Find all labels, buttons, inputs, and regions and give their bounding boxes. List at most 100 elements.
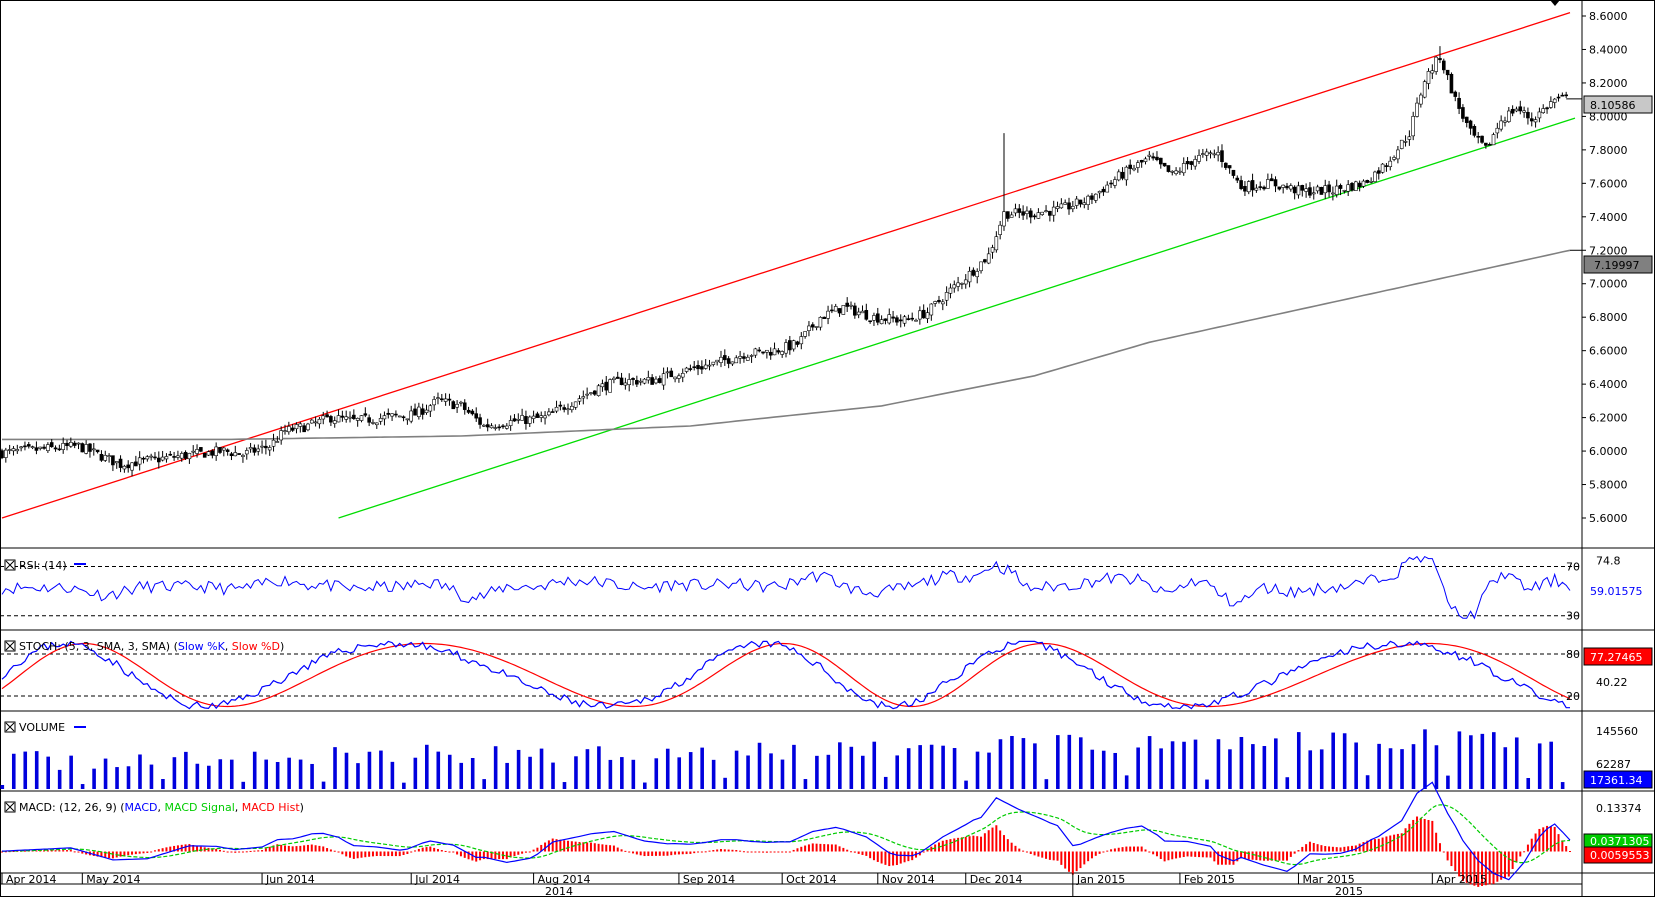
candle-body [1472,126,1477,136]
macd-hist-bar [479,851,482,861]
macd-hist-bar [1293,851,1296,854]
candle [524,410,528,430]
macd-hist-bar [697,851,700,853]
volume-bar [642,782,647,789]
candle [187,452,192,464]
candle-body [367,417,371,423]
candle-body [1269,178,1274,182]
candle-body [1346,184,1350,192]
candle-body [1120,171,1125,179]
candle [1369,177,1373,184]
candle [440,393,444,402]
price-tick-label: 7.0000 [1589,278,1628,291]
candle [1174,167,1178,176]
candle-body [157,457,161,463]
candle [864,303,869,321]
macd-hist-bar [723,849,726,852]
macd-hist-bar [375,851,378,857]
macd-hist-bar [838,846,841,852]
volume-bar [665,748,670,789]
candle-body [1189,161,1194,165]
candle [451,400,456,410]
candle [527,415,532,428]
candle-body [134,461,138,467]
macd-hist-bar [39,850,42,852]
volume-bar [1216,739,1221,789]
candle [562,404,566,413]
candle-body [600,383,605,388]
candle [1254,184,1259,193]
candle [1067,197,1071,215]
macd-hist-bar [261,850,264,852]
candle [1155,151,1159,162]
macd-hist-bar [593,843,596,852]
candle [853,302,857,319]
candle-body [929,303,934,316]
macd-hist-bar [547,840,550,852]
volume-bar [1319,749,1324,789]
macd-hist-bar [999,830,1002,852]
candle [1430,64,1435,80]
macd-hist-bar [819,843,822,852]
rsi-panel [0,555,1582,620]
candle [260,440,264,454]
macd-hist-bar [739,850,742,852]
candle [1549,96,1553,109]
candle [967,266,972,288]
macd-hist-bar [1025,851,1028,853]
candle [826,305,830,325]
candle [1491,132,1496,146]
candle-body [11,448,16,452]
macd-hist-bar [1358,843,1361,852]
candle [1273,176,1278,193]
macd-hist-bar [517,851,520,855]
candle [1143,156,1148,165]
macd-signal-label: MACD Signal [165,801,235,814]
candle-body [1040,211,1045,215]
candle [1009,211,1014,218]
macd-hist-bar [762,851,765,853]
volume-bar [1285,777,1290,789]
volume-bar [264,759,268,789]
candle [512,414,517,422]
volume-bar [574,756,578,789]
macd-hist-bar [1102,851,1105,853]
candle [329,414,333,427]
candle [1503,116,1507,127]
candle-body [501,425,505,428]
candle [114,461,119,469]
macd-hist-bar [987,830,990,852]
macd-hist-bar [1274,851,1277,861]
scroll-arrow-icon[interactable] [1550,0,1560,6]
macd-hist-bar [43,850,46,852]
macd-hist-bar [394,851,397,857]
candle [646,370,651,384]
volume-bar [1331,732,1335,789]
candle [1281,184,1285,194]
candle-body [570,405,574,411]
candle-body [309,419,314,424]
candle [76,442,81,450]
candle-body [512,418,517,422]
candle-body [1063,202,1067,205]
candle [72,440,77,449]
candle [1292,185,1297,200]
candle-body [80,443,85,453]
candle [1564,91,1568,98]
candle [1139,159,1144,168]
macd-hist-bar [1351,845,1354,852]
candle-body [130,462,134,471]
macd-hist-bar [1266,851,1269,861]
candle [822,316,827,319]
candle-body [401,416,406,419]
candle-body [141,457,146,460]
candle-body [814,326,819,328]
volume-title-text: VOLUME [19,721,65,734]
candle-body [1281,184,1285,188]
macd-hist-bar [1002,835,1005,852]
candle-body [1304,188,1308,192]
volume-bar [677,757,682,789]
candle [160,450,165,462]
macd-hist-bar [574,841,577,852]
volume-bar [298,759,303,789]
